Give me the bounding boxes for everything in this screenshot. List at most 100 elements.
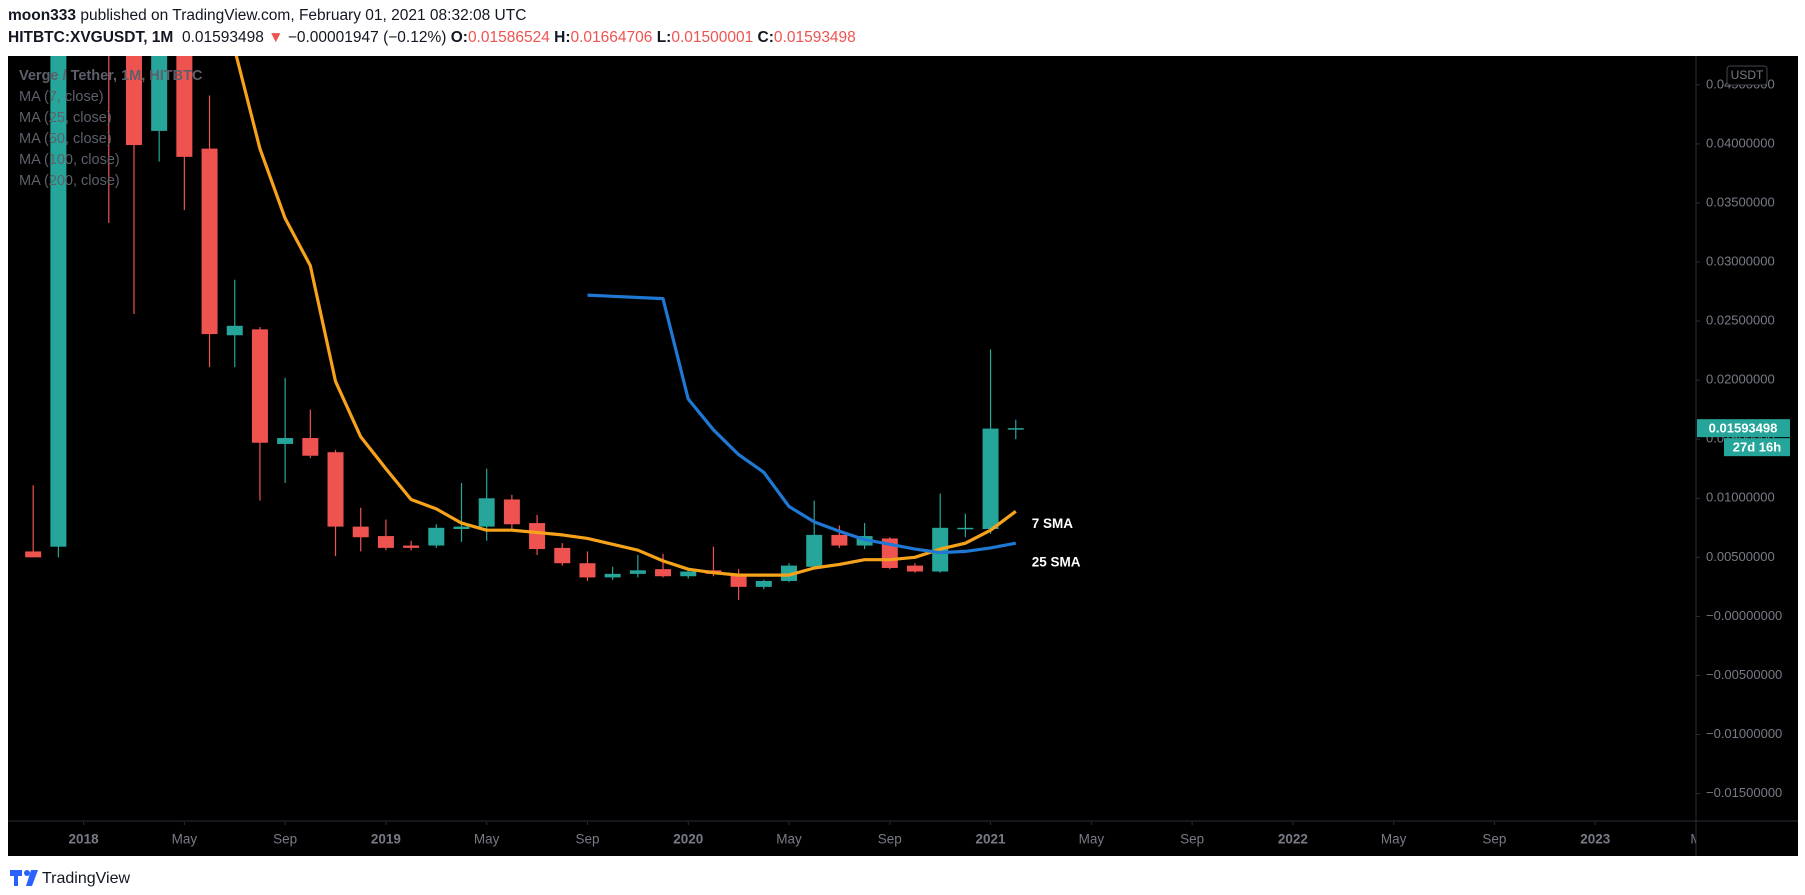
footer-brand: TradingView: [42, 870, 130, 887]
candle-body: [1007, 428, 1024, 430]
candle-body: [655, 569, 672, 577]
candle-body: [554, 547, 571, 564]
candle-body: [277, 438, 294, 444]
candle-body: [125, 56, 142, 146]
last-price: 0.01593498: [181, 29, 264, 46]
author: moon333: [8, 7, 77, 24]
candle-body: [982, 428, 999, 529]
x-tick-label: May: [1079, 832, 1105, 847]
candle-body: [906, 565, 923, 572]
candle-body: [957, 527, 974, 530]
legend-entry: MA (25, close): [19, 110, 112, 126]
candle-body: [503, 499, 520, 525]
x-tick-label: Sep: [1482, 832, 1506, 847]
candle-body: [201, 148, 218, 335]
candle-body: [302, 438, 319, 456]
moving-average-line: [234, 56, 1017, 577]
symbol: HITBTC:XVGUSDT, 1M: [8, 29, 174, 46]
l-label: L:: [656, 29, 672, 46]
candle-body: [377, 536, 394, 548]
series-annotation: 25 SMA: [1032, 555, 1081, 570]
x-tick-label: 2022: [1278, 832, 1308, 847]
candle-body: [806, 534, 823, 567]
l-value: 0.01500001: [671, 29, 754, 46]
plot: [25, 56, 1024, 600]
x-tick-label: May: [172, 832, 198, 847]
candle-body: [50, 56, 67, 547]
candle-body: [529, 523, 546, 550]
candle-body: [478, 498, 495, 527]
legend-entry: MA (7, close): [19, 89, 104, 105]
time-axis: 2018 May Sep 2019 May Sep 2020 May Sep 2021 May Sep…: [69, 822, 1701, 847]
quote-line: HITBTC:XVGUSDT, 1M 0.01593498 ▼ −0.00001…: [8, 27, 856, 49]
candle-body: [25, 551, 42, 558]
candle-body: [680, 571, 697, 577]
overlay: 7 SMA 25 SMA Verge / Tether, 1M, HITBTC MA …: [19, 65, 1790, 570]
candle-body: [755, 580, 772, 587]
x-tick-label: Sep: [1180, 832, 1204, 847]
y-tick-label: −0.00500000: [1706, 667, 1782, 682]
h-label: H:: [554, 29, 571, 46]
countdown-label: 27d 16h: [1733, 440, 1781, 455]
x-tick-label: 2023: [1580, 832, 1611, 847]
y-tick-label: −0.01000000: [1706, 726, 1782, 741]
y-tick-label: 0.02000000: [1706, 372, 1775, 387]
footer-logo: [10, 870, 38, 886]
candle-body: [453, 526, 470, 529]
y-tick-label: 0.03000000: [1706, 253, 1775, 268]
candle-body: [730, 573, 747, 587]
legend-entry: MA (50, close): [19, 131, 112, 147]
moving-average-line: [587, 293, 1017, 555]
h-value: 0.01664706: [570, 29, 653, 46]
legend-entry: MA (100, close): [19, 152, 120, 168]
series-annotation: 7 SMA: [1032, 516, 1074, 531]
candle-body: [176, 56, 193, 157]
candle-body: [428, 527, 445, 546]
x-tick-label: May: [474, 832, 500, 847]
candle-body: [579, 563, 596, 578]
x-tick-label: M: [1690, 832, 1701, 847]
candle-body: [403, 545, 420, 548]
currency-label: USDT: [1731, 68, 1764, 82]
change: −0.00001947 (−0.12%): [287, 29, 447, 46]
header: moon333 published on TradingView.com, Fe…: [8, 5, 856, 49]
chart-background: [8, 56, 1798, 856]
arrow: ▼: [268, 29, 284, 46]
candle-body: [831, 534, 848, 546]
c-label: C:: [757, 29, 774, 46]
x-tick-label: Sep: [273, 832, 297, 847]
y-tick-label: −0.01500000: [1706, 785, 1782, 800]
o-value: 0.01586524: [467, 29, 550, 46]
y-tick-label: 0.01000000: [1706, 490, 1775, 505]
candle-body: [604, 573, 621, 578]
y-tick-label: 0.03500000: [1706, 194, 1775, 209]
candle-body: [629, 570, 646, 574]
price-tag-label: 0.01593498: [1709, 421, 1778, 436]
publish-line: moon333 published on TradingView.com, Fe…: [8, 5, 856, 27]
y-tick-label: 0.02500000: [1706, 313, 1775, 328]
price-tag: [1697, 419, 1790, 438]
candle-body: [781, 565, 798, 581]
candle-body: [327, 452, 344, 527]
candle-body: [251, 329, 268, 443]
legend-entry: MA (200, close): [19, 173, 120, 189]
x-tick-label: Sep: [878, 832, 902, 847]
y-tick-label: −0.00000000: [1706, 608, 1782, 623]
x-tick-label: 2020: [673, 832, 703, 847]
published: published on TradingView.com, February 0…: [80, 7, 527, 24]
c-value: 0.01593498: [773, 29, 856, 46]
countdown-tag: [1724, 438, 1790, 457]
x-tick-label: Sep: [575, 832, 599, 847]
candle-body: [352, 526, 369, 538]
x-tick-label: 2021: [976, 832, 1007, 847]
candle-body: [226, 325, 243, 336]
y-tick-label: 0.00500000: [1706, 549, 1775, 564]
y-tick-label: 0.04000000: [1706, 135, 1775, 150]
x-tick-label: May: [776, 832, 802, 847]
legend-title: Verge / Tether, 1M, HITBTC: [19, 68, 203, 84]
x-tick-label: 2019: [371, 832, 401, 847]
o-label: O:: [450, 29, 468, 46]
x-tick-label: 2018: [69, 832, 100, 847]
